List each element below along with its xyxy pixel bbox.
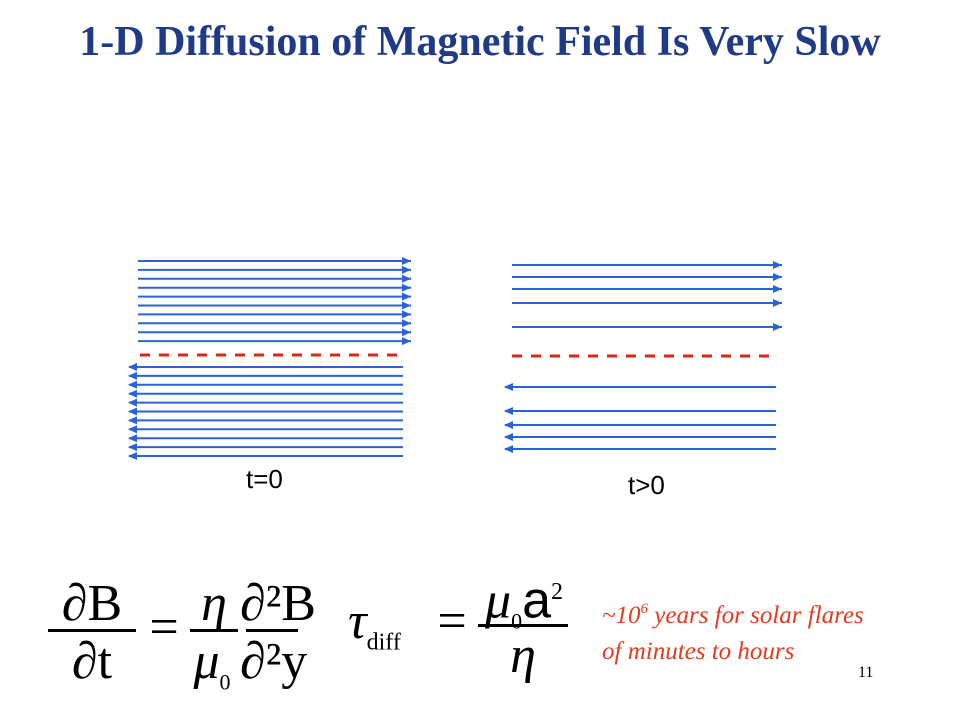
tau-group: τdiff [348, 594, 438, 670]
mu-subscript: 0 [219, 669, 231, 695]
panel-label-t0: t=0 [246, 464, 283, 494]
note-exponent: 6 [640, 601, 649, 617]
field-lines-leftward [128, 363, 403, 460]
fraction-bar [246, 629, 298, 632]
lhs-denominator: ∂t [71, 633, 113, 690]
mu-symbol: μ [484, 572, 512, 630]
field-lines-rightward [138, 257, 411, 346]
mu-subscript: 0 [511, 608, 523, 634]
fraction-bar [478, 624, 568, 627]
tau-subscript: diff [366, 629, 401, 656]
note-prefix: ~10 [602, 602, 641, 629]
field-lines-leftward [504, 383, 776, 453]
equals-sign: = [149, 599, 179, 656]
fraction-bar [190, 629, 238, 632]
rhs-denominator-group: ∂²y [194, 634, 307, 690]
eta-symbol: η [510, 627, 536, 684]
panel-tgt0 [504, 261, 782, 453]
equals-sign: = [437, 593, 467, 650]
panel-label-tgt0: t>0 [628, 470, 665, 500]
a-exponent: 2 [551, 579, 564, 605]
lhs-numerator: ∂B [61, 575, 123, 632]
mu0-group: μ0 [186, 634, 238, 710]
slide-number: 11 [858, 664, 874, 681]
timescale-numerator: μ0a2 [474, 564, 574, 650]
rhs-denominator: ∂²y [240, 633, 308, 690]
solar-flare-note: ~106 years for solar flares of minutes t… [602, 598, 867, 670]
tau-symbol: τ [348, 593, 367, 650]
rhs-numerator-group: ∂²B [194, 576, 316, 632]
eta-symbol: η [201, 575, 227, 632]
fraction-bar [48, 629, 136, 632]
field-lines-rightward [512, 261, 782, 331]
a-variable: a [522, 571, 552, 630]
slide-title: 1-D Diffusion of Magnetic Field Is Very … [79, 19, 881, 65]
mu-symbol: μ [193, 633, 220, 690]
note-text: years for solar flares of minutes to hou… [602, 602, 864, 665]
rhs-numerator: ∂²B [240, 575, 316, 632]
panel-t0 [128, 257, 411, 460]
